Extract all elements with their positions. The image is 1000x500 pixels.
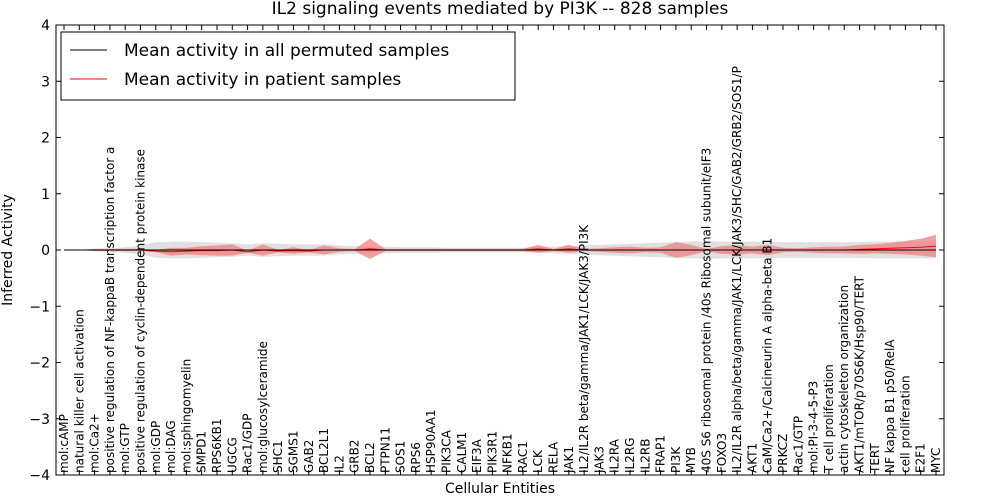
y-axis: −4 −3 −2 −1 0 1 2 3 4 xyxy=(29,18,944,484)
x-tick-label: mol:glucosylceramide xyxy=(256,341,270,473)
x-tick-label: PIK3CA xyxy=(439,429,453,473)
x-tick-label: SHC1 xyxy=(271,440,285,473)
x-tick-label: NF kappa B1 p50/RelA xyxy=(883,339,897,473)
confidence-bands xyxy=(64,234,936,259)
x-tick-label: mol:Ca2+ xyxy=(88,413,102,473)
x-tick-label: mol:cAMP xyxy=(57,414,71,473)
x-tick-label: FRAP1 xyxy=(654,435,668,473)
y-tick-label: 1 xyxy=(41,187,50,203)
y-tick-label: −2 xyxy=(29,356,50,372)
x-tick-label: LCK xyxy=(531,449,545,473)
y-tick-label: 3 xyxy=(41,74,50,90)
legend-label-2: Mean activity in patient samples xyxy=(124,70,401,90)
x-tick-label: Rac1/GTP xyxy=(791,416,805,473)
x-tick-label: HSP90AA1 xyxy=(424,409,438,473)
x-tick-label: NFKB1 xyxy=(501,433,515,473)
y-tick-label: 4 xyxy=(41,18,50,34)
x-tick-label: IL2RA xyxy=(608,438,622,473)
x-tick-label: AKT1/mTOR/p70S6K/Hsp90/TERT xyxy=(853,275,867,473)
legend-box xyxy=(60,31,516,101)
x-tick-label: IL2 xyxy=(332,455,346,473)
x-tick-label: positive regulation of NF-kappaB transcr… xyxy=(103,147,117,473)
x-tick-label: FOXO3 xyxy=(715,433,729,473)
x-tick-label: Rac1/GDP xyxy=(241,414,255,473)
x-tick-label: natural killer cell activation xyxy=(72,309,86,473)
y-tick-label: 2 xyxy=(41,131,50,147)
y-tick-label: −4 xyxy=(29,468,50,484)
x-tick-label: UGCG xyxy=(225,437,239,473)
x-tick-label: mol:GTP xyxy=(118,423,132,473)
x-tick-label: mol:DAG xyxy=(164,420,178,473)
x-tick-label: BCL2 xyxy=(363,442,377,473)
x-tick-label: RPS6KB1 xyxy=(210,418,224,473)
x-tick-label: SGMS1 xyxy=(286,430,300,473)
chart-title: IL2 signaling events mediated by PI3K --… xyxy=(272,0,729,19)
x-tick-label: JAK3 xyxy=(592,446,606,474)
series-lines xyxy=(64,245,937,253)
x-tick-label: 40S S6 ribosomal protein /40s Ribosomal … xyxy=(700,148,714,473)
x-tick-label: RAC1 xyxy=(516,441,530,473)
x-tick-label: RELA xyxy=(547,441,561,473)
x-axis: mol:cAMP natural killer cell activation mo… xyxy=(57,25,943,475)
y-tick-label: −3 xyxy=(29,412,50,428)
x-tick-label: MYB xyxy=(684,447,698,473)
band-series-2 xyxy=(64,234,936,259)
legend-label-1: Mean activity in all permuted samples xyxy=(124,41,449,61)
x-tick-label: mol:GDP xyxy=(149,421,163,473)
x-tick-label: BCL2L1 xyxy=(317,428,331,473)
x-tick-label: EIF3A xyxy=(470,438,484,473)
x-tick-label: cell proliferation xyxy=(898,375,912,473)
x-tick-label: IL2RB xyxy=(638,439,652,473)
x-tick-label: SMPD1 xyxy=(195,431,209,473)
x-tick-label: PRKCZ xyxy=(776,434,790,473)
x-tick-label: PTPN11 xyxy=(378,427,392,473)
x-tick-label: positive regulation of cyclin-dependent … xyxy=(133,149,147,473)
y-tick-label: −1 xyxy=(29,299,50,315)
x-tick-label: GAB2 xyxy=(302,440,316,473)
x-tick-label: CaM/Ca2+/Calcineurin A alpha-beta B1 xyxy=(761,238,775,473)
legend: Mean activity in all permuted samples Mea… xyxy=(60,31,516,101)
x-tick-label: GRB2 xyxy=(348,439,362,473)
x-tick-label: mol:sphingomyelin xyxy=(179,359,193,473)
x-tick-label: actin cytoskeleton organization xyxy=(837,285,851,473)
x-tick-label: IL2RG xyxy=(623,438,637,474)
x-tick-label: E2F1 xyxy=(914,443,928,473)
x-tick-label: T cell proliferation xyxy=(822,364,836,474)
x-tick-label: CALM1 xyxy=(455,432,469,473)
y-tick-label: 0 xyxy=(41,243,50,259)
x-tick-label: IL2/IL2R alpha/beta/gamma/JAK1/LCK/JAK3/… xyxy=(730,66,744,473)
x-tick-label: AKT1 xyxy=(745,443,759,473)
x-axis-label: Cellular Entities xyxy=(445,481,555,497)
x-tick-label: RPS6 xyxy=(409,442,423,473)
y-axis-label: Inferred Activity xyxy=(0,194,16,306)
x-tick-label: SOS1 xyxy=(394,441,408,473)
x-tick-label: MYC xyxy=(929,448,943,473)
x-tick-label: TERT xyxy=(868,443,882,474)
x-tick-label: IL2/IL2R beta/gamma/JAK1/LCK/JAK3/PI3K xyxy=(577,224,591,473)
x-tick-label: mol:PI-3-4-5-P3 xyxy=(807,381,821,473)
x-tick-label: JAK1 xyxy=(562,446,576,474)
x-tick-label: PI3K xyxy=(669,446,683,473)
x-tick-label: PIK3R1 xyxy=(485,431,499,473)
